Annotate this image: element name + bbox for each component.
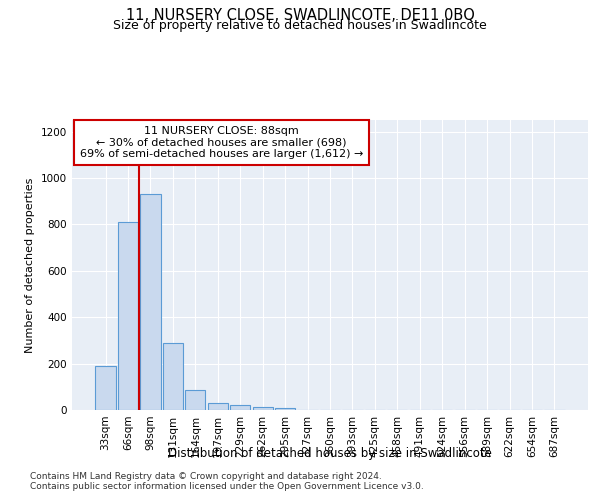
Text: 11 NURSERY CLOSE: 88sqm
← 30% of detached houses are smaller (698)
69% of semi-d: 11 NURSERY CLOSE: 88sqm ← 30% of detache… (80, 126, 364, 159)
Text: Size of property relative to detached houses in Swadlincote: Size of property relative to detached ho… (113, 19, 487, 32)
Bar (185, 390, 205, 410)
Bar (140, 194, 161, 410)
Bar (275, 408, 295, 410)
Bar (253, 406, 273, 410)
Text: Distribution of detached houses by size in Swadlincote: Distribution of detached houses by size … (168, 448, 492, 460)
Text: 11, NURSERY CLOSE, SWADLINCOTE, DE11 0BQ: 11, NURSERY CLOSE, SWADLINCOTE, DE11 0BQ (125, 8, 475, 22)
Bar (208, 403, 228, 410)
Bar (118, 222, 138, 410)
Y-axis label: Number of detached properties: Number of detached properties (25, 178, 35, 352)
Bar (95, 366, 116, 410)
Bar (163, 342, 183, 410)
Text: Contains HM Land Registry data © Crown copyright and database right 2024.: Contains HM Land Registry data © Crown c… (30, 472, 382, 481)
Text: Contains public sector information licensed under the Open Government Licence v3: Contains public sector information licen… (30, 482, 424, 491)
Bar (230, 406, 250, 410)
